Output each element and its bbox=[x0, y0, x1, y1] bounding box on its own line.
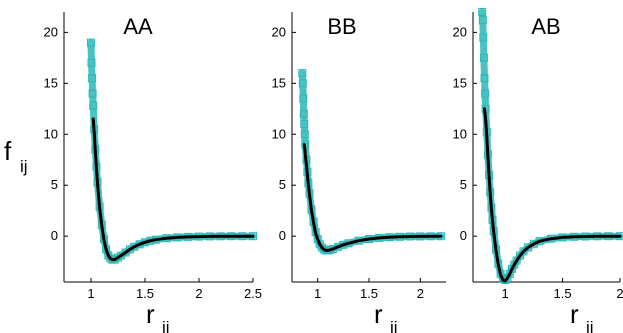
x-tick-label: 2 bbox=[616, 286, 623, 301]
panel-title-bb: BB bbox=[327, 14, 356, 39]
x-tick-label: 1.5 bbox=[360, 286, 378, 301]
y-axis-label-main: f bbox=[4, 136, 12, 166]
target-point bbox=[300, 130, 309, 139]
y-tick-label: 20 bbox=[453, 24, 467, 39]
y-tick-label: 0 bbox=[460, 228, 467, 243]
target-point bbox=[299, 94, 308, 103]
target-point bbox=[481, 89, 490, 98]
fit-line bbox=[483, 107, 622, 283]
plot-area-ab: 0 5 10 15 20 1 1.5 2 bbox=[453, 8, 623, 301]
panel-bb: BB 0 5 10 15 20 1 1.5 2 r ij bbox=[272, 12, 446, 333]
target-point bbox=[479, 33, 488, 42]
target-point bbox=[299, 109, 308, 118]
fit-line bbox=[302, 143, 443, 252]
target-point bbox=[478, 8, 487, 16]
y-tick-label: 10 bbox=[453, 126, 467, 141]
target-point bbox=[88, 74, 97, 83]
target-band bbox=[87, 39, 257, 264]
plot-area-aa: 0 5 10 15 20 1 1.5 2 2.5 bbox=[44, 12, 262, 301]
x-axis-label-sub-aa: ij bbox=[162, 318, 170, 333]
target-point bbox=[89, 101, 98, 110]
y-tick-label: 10 bbox=[272, 126, 286, 141]
target-point bbox=[298, 69, 307, 78]
x-tick-label: 2 bbox=[417, 286, 424, 301]
y-tick-label: 15 bbox=[453, 75, 467, 90]
x-tick-label: 1.5 bbox=[554, 286, 572, 301]
target-point bbox=[87, 58, 96, 67]
y-tick-label: 0 bbox=[279, 228, 286, 243]
target-point bbox=[300, 120, 309, 129]
y-tick-label: 15 bbox=[44, 75, 58, 90]
plot-area-bb: 0 5 10 15 20 1 1.5 2 bbox=[272, 12, 446, 301]
panel-title-ab: AB bbox=[531, 14, 560, 39]
x-axis-label-main-bb: r bbox=[374, 299, 383, 329]
y-axis-label: f ij bbox=[4, 136, 28, 176]
x-tick-label: 1.5 bbox=[136, 286, 154, 301]
x-tick-label: 1 bbox=[314, 286, 321, 301]
target-point bbox=[478, 16, 487, 25]
x-tick-label: 1 bbox=[502, 286, 509, 301]
panel-title-aa: AA bbox=[123, 14, 153, 39]
target-point bbox=[125, 245, 134, 254]
fit-line bbox=[91, 117, 255, 262]
panel-ab: AB 0 5 10 15 20 1 1.5 2 r ij bbox=[453, 8, 623, 333]
x-tick-label: 2 bbox=[195, 286, 202, 301]
x-axis-label-sub-ab: ij bbox=[586, 318, 594, 333]
x-tick-label: 1 bbox=[87, 286, 94, 301]
y-tick-label: 20 bbox=[44, 24, 58, 39]
y-tick-label: 10 bbox=[44, 126, 58, 141]
y-tick-label: 15 bbox=[272, 75, 286, 90]
target-band bbox=[298, 69, 445, 254]
panel-aa: AA 0 5 10 15 20 1 1.5 2 2.5 r ij bbox=[44, 12, 262, 333]
target-point bbox=[480, 74, 489, 83]
target-point bbox=[510, 260, 519, 269]
y-tick-label: 5 bbox=[51, 177, 58, 192]
y-axis-label-sub: ij bbox=[20, 157, 28, 176]
x-tick-label: 2.5 bbox=[244, 286, 262, 301]
target-point bbox=[87, 38, 95, 47]
y-tick-label: 5 bbox=[279, 177, 286, 192]
y-tick-label: 0 bbox=[51, 228, 58, 243]
y-tick-label: 5 bbox=[460, 177, 467, 192]
x-axis-label-main-aa: r bbox=[146, 299, 155, 329]
target-point bbox=[479, 53, 488, 62]
target-point bbox=[503, 273, 512, 282]
target-point bbox=[298, 79, 307, 88]
x-axis-label-sub-bb: ij bbox=[390, 318, 398, 333]
y-tick-label: 20 bbox=[272, 24, 286, 39]
x-axis-label-main-ab: r bbox=[570, 299, 579, 329]
target-point bbox=[88, 89, 97, 98]
